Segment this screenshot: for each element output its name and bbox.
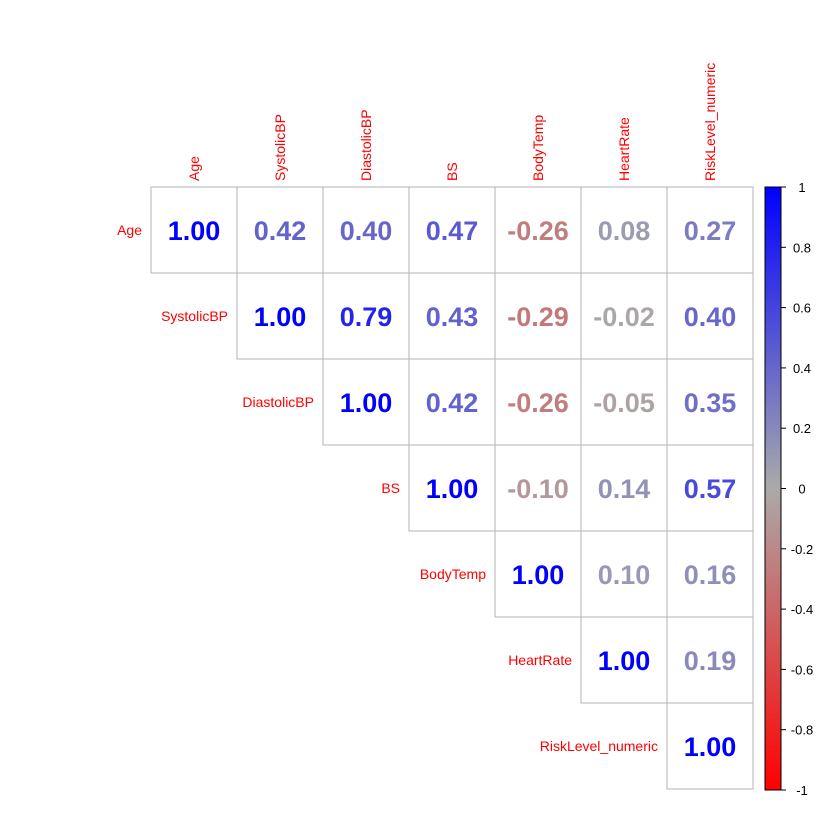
cell-value-label: 0.42: [254, 216, 307, 246]
cell-value-label: -0.26: [507, 388, 569, 418]
column-label: BS: [444, 162, 460, 181]
heatmap-cell: [408, 358, 496, 446]
cell-value-label: 1.00: [168, 216, 221, 246]
heatmap-cell: [580, 358, 668, 446]
heatmap-cell: [666, 444, 754, 532]
heatmap-cell: [408, 444, 496, 532]
row-labels: Age SystolicBP DiastolicBP BS BodyTemp HeartR…: [117, 222, 658, 754]
heatmap-cell: [236, 272, 324, 360]
colorbar-tick-label: 0.2: [793, 421, 811, 436]
column-label: Age: [186, 156, 202, 181]
cell-value-label: 1.00: [684, 732, 737, 762]
colorbar-gradient-bar: [764, 186, 782, 791]
row-label: BS: [381, 480, 400, 496]
heatmap-cell: [494, 444, 582, 532]
cell-value-label: 0.40: [684, 302, 737, 332]
colorbar-tick-label: 0.4: [793, 361, 811, 376]
cell-value-label: -0.02: [593, 302, 655, 332]
heatmap-cell: [666, 530, 754, 618]
column-label: DiastolicBP: [358, 109, 374, 181]
heatmap-cell: [494, 530, 582, 618]
heatmap-cell: [580, 444, 668, 532]
row-label: SystolicBP: [161, 308, 228, 324]
colorbar-tick-label: 1: [798, 180, 805, 195]
heatmap-cell: [408, 186, 496, 274]
cell-value-label: 1.00: [254, 302, 307, 332]
row-label: RiskLevel_numeric: [540, 738, 658, 754]
heatmap-cell: [322, 358, 410, 446]
cell-value-label: 0.16: [684, 560, 737, 590]
cell-value-label: 0.43: [426, 302, 479, 332]
heatmap-cells: 1.00 0.42 0.40 0.47 -0.26 0.08 0.27 1.00 0.79 0.4…: [150, 186, 754, 790]
heatmap-cell: [666, 616, 754, 704]
cell-value-label: 0.35: [684, 388, 737, 418]
colorbar-tick-label: -0.6: [791, 662, 813, 677]
heatmap-cell: [322, 186, 410, 274]
row-label: HeartRate: [508, 652, 572, 668]
colorbar-tick-label: 0.6: [793, 301, 811, 316]
column-label: RiskLevel_numeric: [702, 63, 718, 181]
colorbar-tick-label: -0.4: [791, 602, 813, 617]
column-labels: Age SystolicBP DiastolicBP BS BodyTemp HeartR…: [186, 63, 718, 181]
colorbar-tick-label: 0.8: [793, 240, 811, 255]
colorbar-tick-label: -0.2: [791, 542, 813, 557]
colorbar-tick-label: 0: [798, 482, 805, 497]
colorbar-tick-label: -1: [796, 783, 808, 798]
cell-value-label: -0.05: [593, 388, 655, 418]
cell-value-label: 1.00: [512, 560, 565, 590]
cell-value-label: -0.29: [507, 302, 569, 332]
heatmap-cell: [150, 186, 238, 274]
cell-value-label: -0.10: [507, 474, 569, 504]
cell-value-label: 0.14: [598, 474, 651, 504]
heatmap-cell: [580, 272, 668, 360]
heatmap-cell: [580, 186, 668, 274]
heatmap-cell: [494, 186, 582, 274]
cell-value-label: 0.47: [426, 216, 479, 246]
cell-value-label: 0.19: [684, 646, 737, 676]
cell-value-label: 1.00: [340, 388, 393, 418]
cell-value-label: 0.42: [426, 388, 479, 418]
row-label: BodyTemp: [420, 566, 486, 582]
cell-value-label: 1.00: [598, 646, 651, 676]
column-label: BodyTemp: [530, 115, 546, 181]
heatmap-cell: [494, 358, 582, 446]
color-legend: 1 0.8 0.6 0.4 0.2 0 -0.2 -0.4 -0.6 -0.8 -1: [764, 180, 813, 798]
row-label: DiastolicBP: [242, 394, 314, 410]
cell-value-label: -0.26: [507, 216, 569, 246]
row-label: Age: [117, 222, 142, 238]
cell-value-label: 0.40: [340, 216, 393, 246]
cell-value-label: 1.00: [426, 474, 479, 504]
cell-value-label: 0.79: [340, 302, 393, 332]
cell-value-label: 0.57: [684, 474, 737, 504]
cell-value-label: 0.10: [598, 560, 651, 590]
heatmap-cell: [236, 186, 324, 274]
cell-value-label: 0.27: [684, 216, 737, 246]
cell-value-label: 0.08: [598, 216, 651, 246]
heatmap-cell: [408, 272, 496, 360]
heatmap-cell: [666, 358, 754, 446]
colorbar-tick-label: -0.8: [791, 723, 813, 738]
colorbar-ticks: 1 0.8 0.6 0.4 0.2 0 -0.2 -0.4 -0.6 -0.8 -1: [781, 180, 813, 798]
column-label: SystolicBP: [272, 114, 288, 181]
column-label: HeartRate: [616, 117, 632, 181]
heatmap-cell: [666, 272, 754, 360]
heatmap-cell: [666, 702, 754, 790]
